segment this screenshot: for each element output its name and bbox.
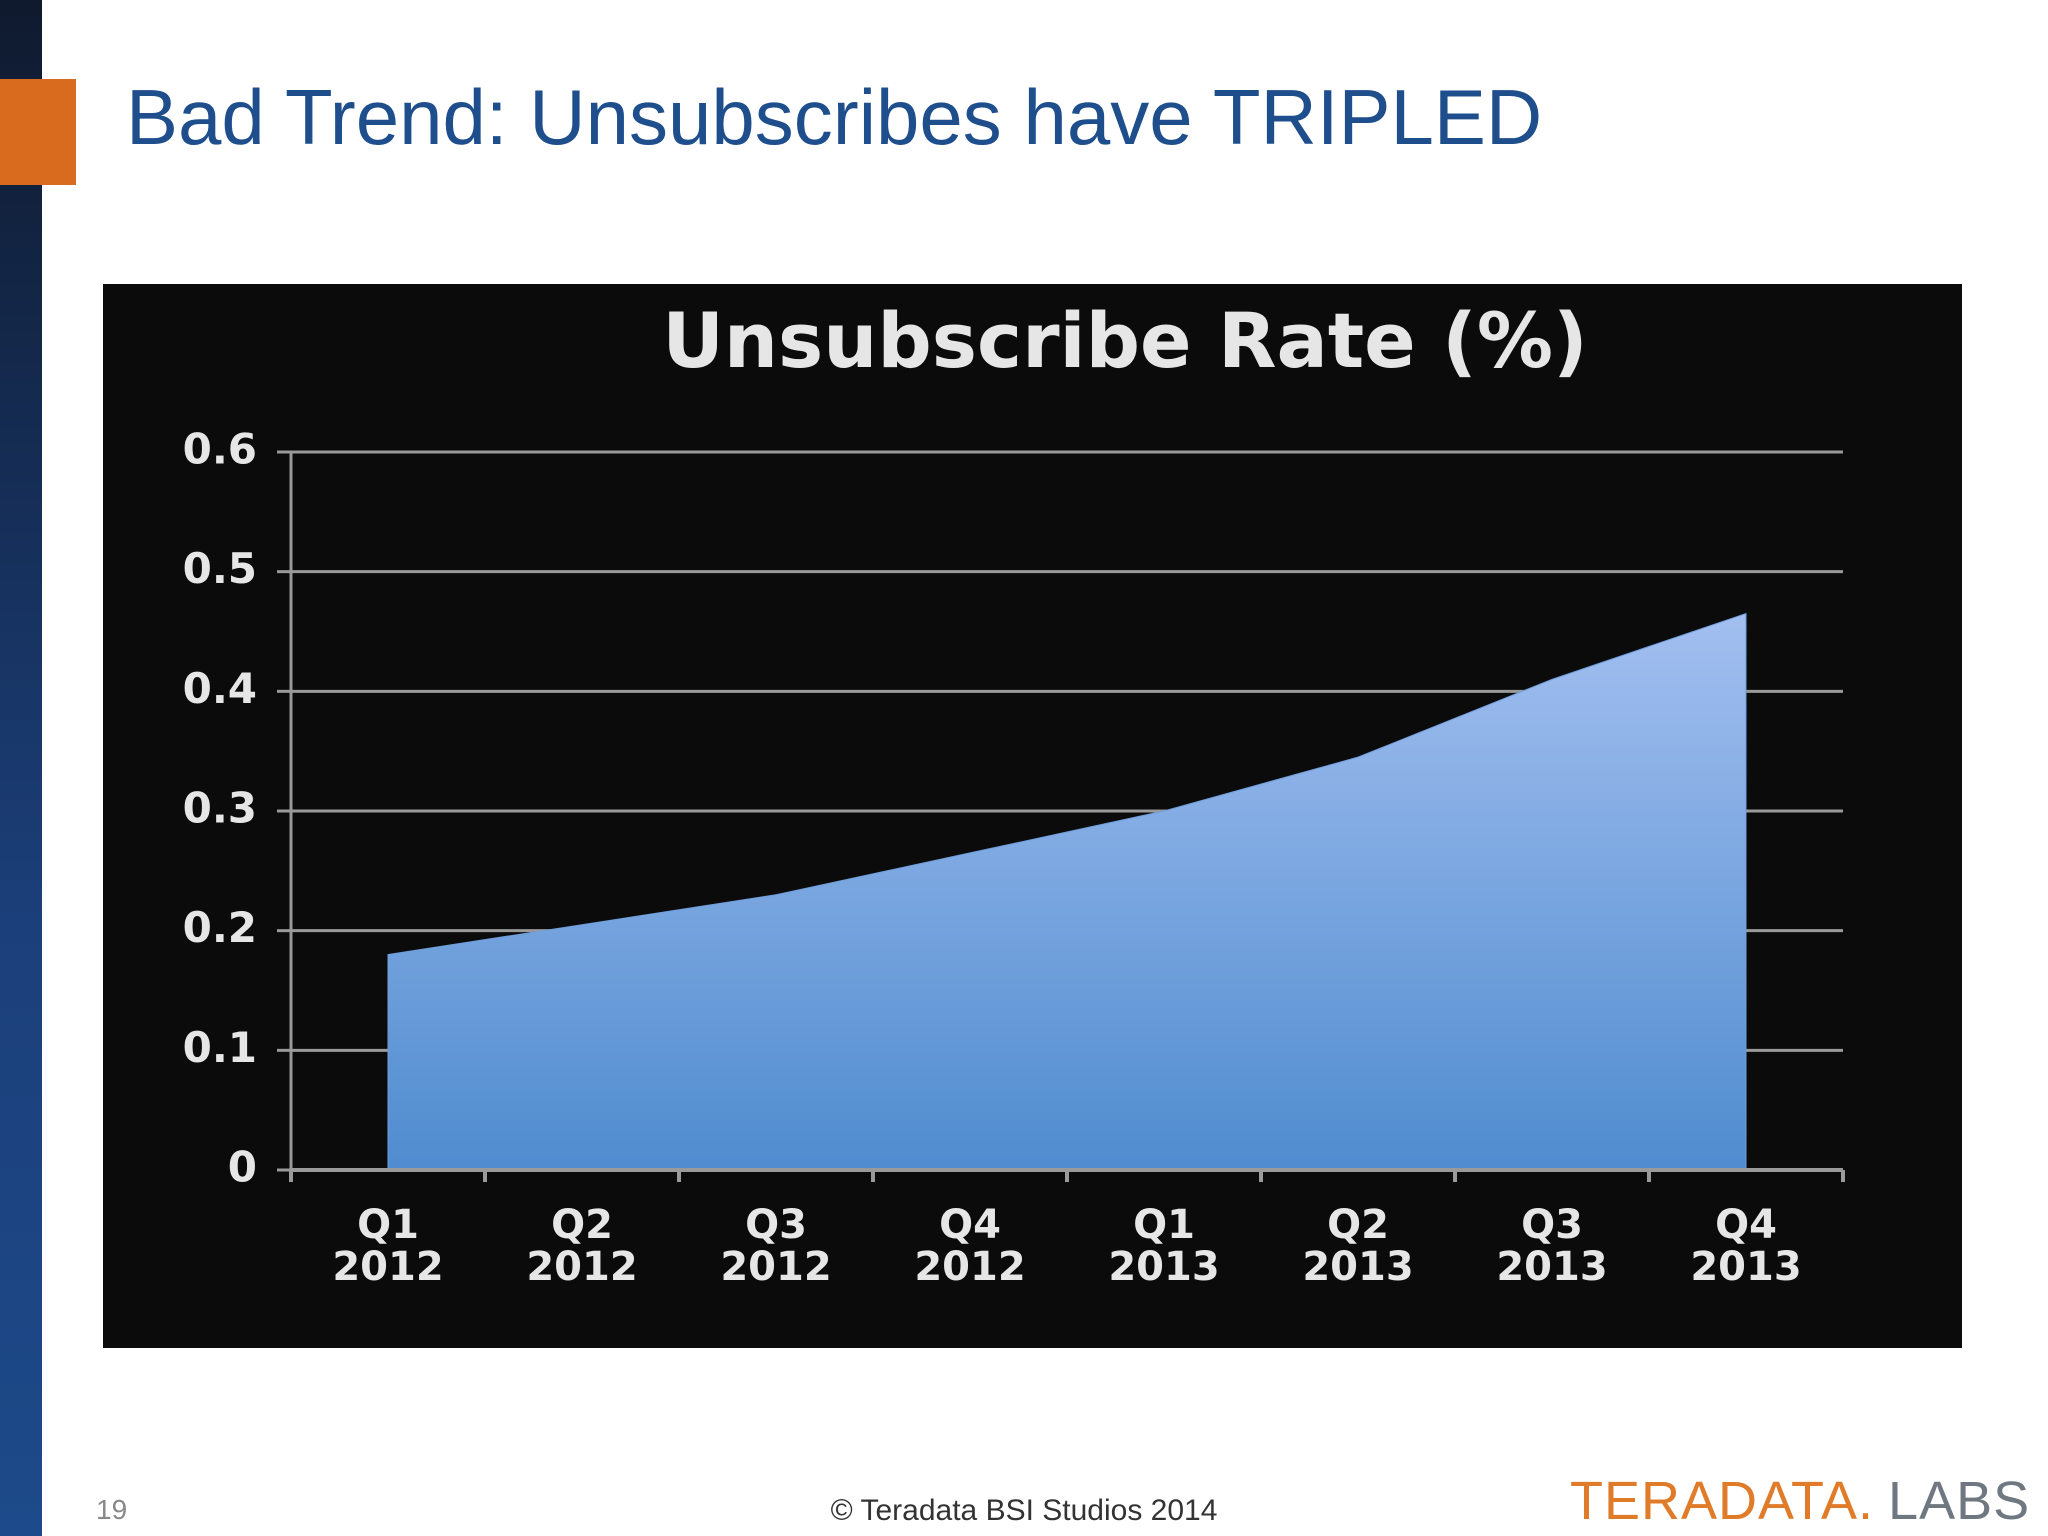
x-tick-label: Q4 2012 [914,1202,1026,1290]
x-tick-label: Q1 2013 [1108,1202,1220,1290]
accent-block [0,79,76,185]
page-number: 19 [96,1494,128,1525]
sidebar [0,0,42,1536]
logo: TERADATA. LABS [1570,1470,2030,1532]
logo-brand: TERADATA. [1570,1471,1875,1531]
chart-title: Unsubscribe Rate (%) [662,296,1588,385]
y-tick-label: 0.3 [183,784,257,833]
area [387,612,1747,1171]
slide-title: Bad Trend: Unsubscribes have TRIPLED [126,73,1543,161]
footer: © Teradata BSI Studios 2014 [830,1494,1218,1527]
x-tick-label: Q3 2013 [1496,1202,1608,1290]
y-tick-label: 0.1 [183,1023,257,1072]
y-tick-label: 0 [228,1143,257,1192]
x-tick-label: Q1 2012 [332,1202,444,1290]
x-tick-label: Q4 2013 [1690,1202,1802,1290]
chart-panel: Unsubscribe Rate (%) 0 0.1 0.2 0.3 0.4 0.5 0.6… [103,284,1962,1348]
x-tick-label: Q2 2013 [1302,1202,1414,1290]
y-tick-label: 0.2 [183,903,257,952]
chart: Unsubscribe Rate (%) 0 0.1 0.2 0.3 0.4 0.5 0.6 [183,296,1845,1192]
y-tick-label: 0.6 [183,425,257,474]
x-tick-label: Q2 2012 [526,1202,638,1290]
x-tick-label: Q3 2012 [720,1202,832,1290]
logo-product: LABS [1888,1471,2031,1531]
y-tick-label: 0.5 [183,544,257,593]
y-tick-label: 0.4 [183,664,257,713]
